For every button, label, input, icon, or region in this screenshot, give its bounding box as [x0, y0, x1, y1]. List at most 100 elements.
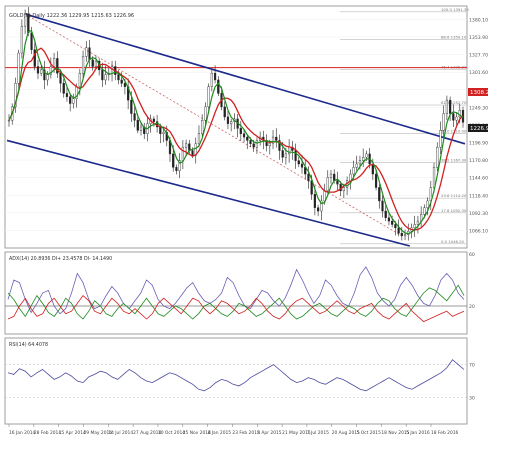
candle-body — [416, 220, 420, 225]
rsi-panel-frame — [4, 337, 468, 425]
candle-body — [91, 59, 94, 67]
price-panel-title: GOLD(B) Daily 1222.36 1229.95 1215.63 12… — [9, 13, 134, 19]
candle-body — [213, 73, 217, 81]
candle-body — [14, 83, 17, 108]
candle-body — [162, 132, 165, 134]
candle-body — [175, 167, 178, 171]
candle-body — [184, 143, 188, 148]
price-tick-label: 1353.90 — [469, 35, 488, 41]
price-tick-label: 1196.90 — [469, 141, 488, 147]
candle-body — [136, 120, 139, 131]
candle-body — [94, 60, 98, 67]
moving-average-red — [8, 47, 464, 231]
x-tick-label: 10 Oct 2014 — [158, 430, 185, 436]
candle-body — [181, 146, 184, 161]
fibonacci-label: 88.6 1350.10 — [441, 35, 467, 40]
candle-body — [381, 200, 384, 212]
candle-body — [139, 126, 143, 131]
candle-body — [85, 47, 88, 57]
candle-body — [78, 73, 81, 87]
candle-body — [239, 128, 242, 134]
candle-body — [397, 227, 400, 234]
candle-body — [458, 109, 461, 118]
rsi-lines — [5, 359, 467, 398]
candle-body — [432, 167, 436, 188]
candle-body — [30, 32, 33, 50]
candle-body — [101, 69, 104, 81]
candle-body — [449, 99, 452, 114]
candle-body — [204, 106, 207, 121]
candle-body — [284, 153, 288, 158]
candle-body — [371, 163, 374, 175]
rsi-panel: RSI(14) 64.4078 70 30 — [4, 337, 475, 425]
candle-body — [20, 25, 23, 54]
candle-body — [268, 142, 271, 147]
candle-body — [307, 173, 310, 181]
candle-body — [439, 130, 442, 148]
candle-body — [442, 113, 445, 131]
price-tick-label: 1092.30 — [469, 211, 488, 217]
candle-body — [426, 200, 429, 208]
candle-body — [217, 79, 220, 94]
channel-upper-line — [24, 13, 466, 145]
x-tick-label: 27 Aug 2014 — [133, 430, 161, 436]
price-channel — [6, 13, 466, 247]
x-tick-label: 7 Jul 2015 — [307, 430, 329, 436]
rsi-series-line — [7, 359, 465, 392]
candle-body — [130, 99, 133, 114]
candle-body — [294, 150, 297, 161]
x-tick-label: 18 Feb 2016 — [431, 430, 459, 436]
adx-panel-frame — [4, 251, 468, 335]
adx-series-line — [7, 266, 465, 315]
candle-body — [49, 66, 52, 75]
rsi-axis-labels: 70 30 — [469, 363, 475, 402]
candle-body — [43, 69, 46, 81]
x-tick-label: 16 Jan 2014 — [9, 430, 36, 436]
candle-body — [152, 118, 155, 122]
candle-body — [358, 160, 362, 165]
candle-body — [249, 140, 252, 145]
candle-body — [255, 140, 259, 148]
candle-body — [120, 79, 123, 84]
price-panel: 0.0 1046.20 17.6 1092.30 23.6 1114.20 38.2 … — [4, 5, 493, 249]
candle-body — [352, 167, 355, 175]
candle-body — [297, 160, 300, 165]
fibonacci-label: 76.4 1305.80 — [441, 64, 467, 69]
candle-body — [65, 93, 69, 97]
fibonacci-label: 61.8 1252.70 — [441, 100, 467, 105]
fibonacci-label: 38.2 1167.30 — [441, 157, 467, 162]
candle-body — [436, 146, 439, 168]
candle-body — [207, 86, 210, 108]
price-tick-label: 1066.10 — [469, 228, 488, 234]
candle-body — [278, 140, 281, 151]
candle-body — [17, 52, 20, 84]
candle-body — [423, 207, 426, 215]
price-grid — [5, 19, 467, 231]
x-tick-label: 28 Feb 2014 — [34, 430, 62, 436]
price-tick-label: 1380.10 — [469, 17, 488, 23]
candle-body — [384, 210, 387, 218]
candle-body — [133, 113, 136, 121]
moving-average-green — [8, 29, 464, 235]
candle-body — [46, 74, 49, 81]
candle-body — [336, 180, 339, 185]
price-tick-label: 1170.80 — [469, 158, 488, 164]
candle-body — [197, 133, 201, 145]
candle-body — [191, 150, 194, 156]
adx-lines — [5, 266, 467, 323]
adx-axis-labels: 60 20 — [469, 252, 475, 310]
x-tick-label: 25 Nov 2014 — [183, 430, 211, 436]
adx-series-line — [7, 284, 465, 320]
candle-body — [445, 99, 449, 114]
candle-body — [210, 73, 213, 87]
x-tick-label: 21 May 2015 — [282, 430, 311, 436]
price-tick-label: 1327.70 — [469, 53, 488, 59]
candle-body — [288, 146, 291, 155]
candle-body — [33, 49, 36, 67]
x-tick-label: 14 Jul 2014 — [108, 430, 133, 436]
adx-series-line — [7, 295, 465, 323]
candle-body — [226, 116, 230, 124]
candle-body — [123, 83, 127, 87]
candle-body — [403, 234, 407, 237]
